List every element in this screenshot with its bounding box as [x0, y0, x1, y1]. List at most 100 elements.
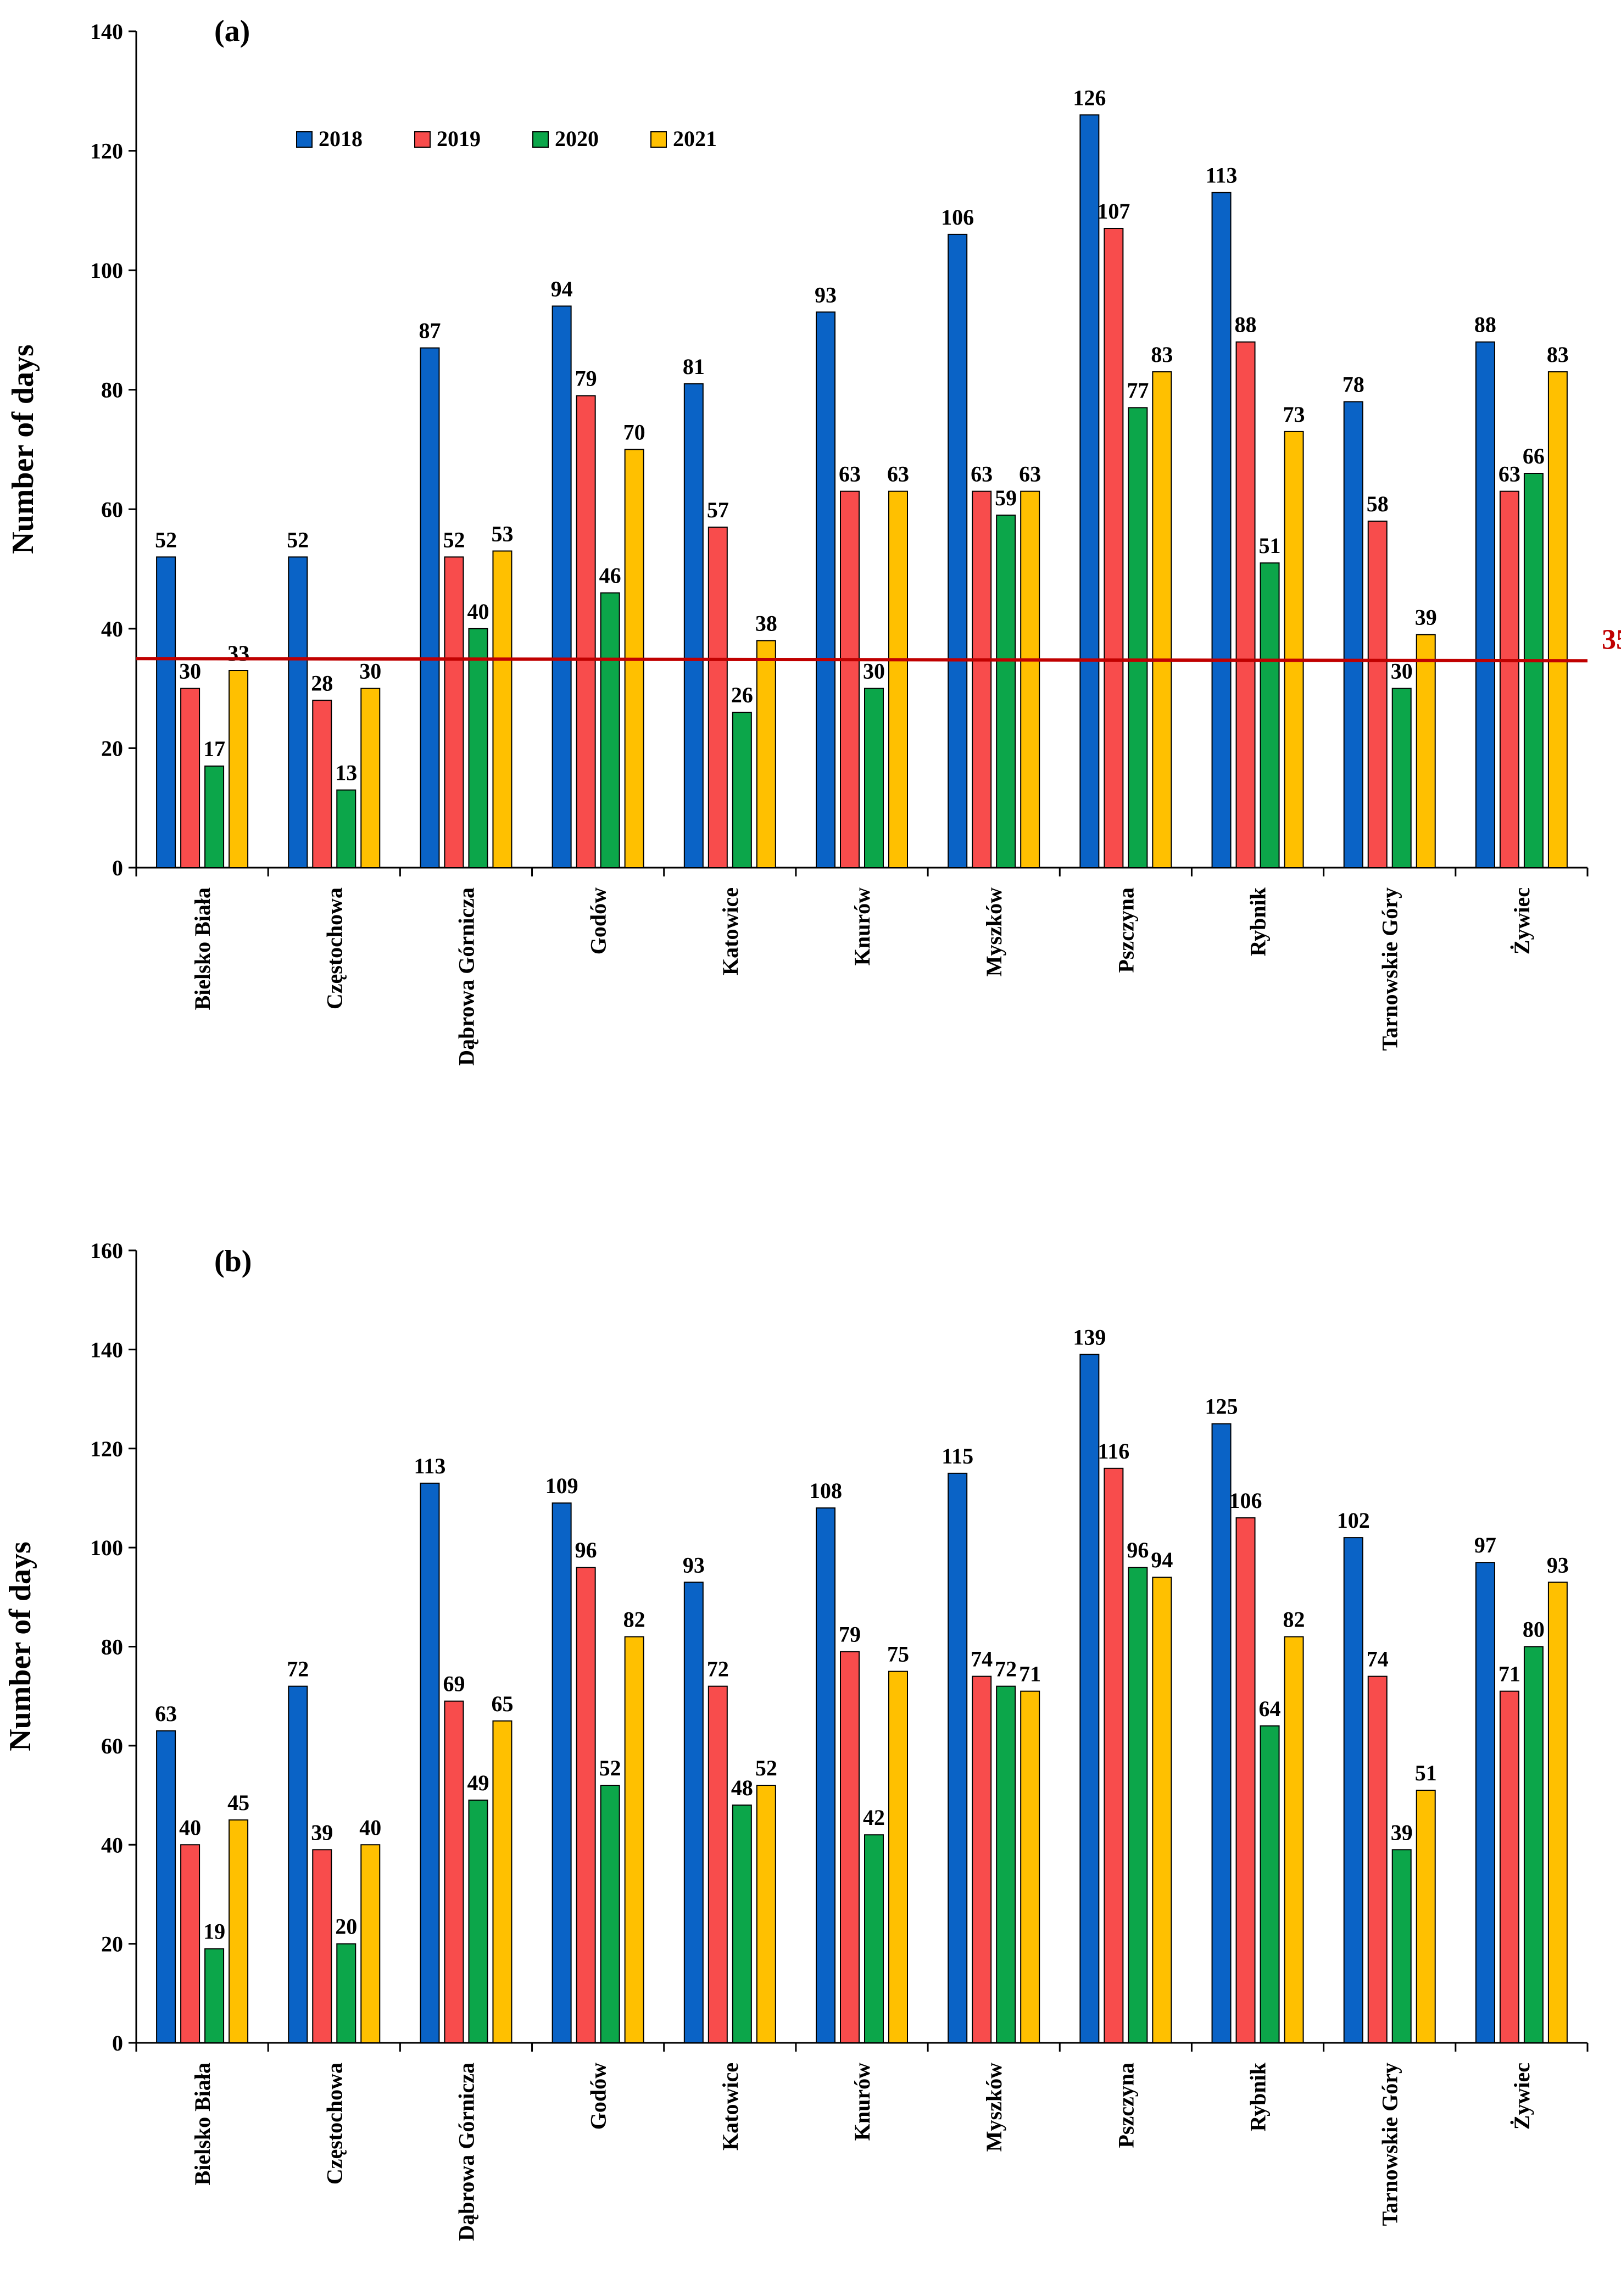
- category-label: Tarnowskie Góry: [1378, 887, 1402, 1051]
- y-tick-label: 140: [90, 1337, 123, 1362]
- category-label: Knurów: [850, 2063, 874, 2141]
- data-label: 39: [1391, 1820, 1413, 1845]
- bar-2018: [1079, 1354, 1100, 2043]
- bar-2018: [816, 311, 835, 868]
- data-label: 75: [887, 1642, 909, 1667]
- category-label: Rybnik: [1246, 887, 1271, 956]
- bar-2020: [996, 515, 1016, 868]
- data-label: 13: [335, 761, 357, 785]
- data-label: 87: [419, 319, 441, 343]
- data-label: 82: [1283, 1607, 1305, 1632]
- data-label: 108: [809, 1478, 842, 1503]
- data-label: 93: [1547, 1552, 1569, 1577]
- bar-2018: [1343, 1537, 1363, 2043]
- data-label: 45: [227, 1790, 249, 1815]
- data-label: 63: [887, 462, 909, 487]
- data-label: 94: [551, 276, 573, 301]
- category-label: Częstochowa: [322, 887, 347, 1009]
- bar-2018: [420, 1482, 440, 2044]
- reference-line: [136, 657, 1588, 663]
- data-label: 94: [1151, 1548, 1173, 1572]
- data-label: 51: [1415, 1761, 1437, 1785]
- legend-swatch: [650, 131, 667, 148]
- bar-2018: [156, 556, 176, 868]
- bar-2020: [1391, 688, 1412, 868]
- legend-label: 2019: [437, 126, 481, 151]
- bar-2019: [972, 1675, 992, 2044]
- bar-2018: [552, 305, 572, 868]
- data-label: 71: [1019, 1662, 1041, 1686]
- bar-2021: [756, 1785, 776, 2043]
- y-tick-label: 20: [101, 1932, 123, 1957]
- bar-2018: [1079, 114, 1100, 868]
- bar-2021: [756, 640, 776, 868]
- category-label: Godów: [586, 887, 611, 954]
- category-label: Bielsko Biała: [190, 2063, 215, 2185]
- data-label: 46: [599, 563, 621, 588]
- data-label: 77: [1127, 378, 1149, 403]
- panel-label: (b): [214, 1244, 252, 1278]
- data-label: 82: [623, 1607, 645, 1632]
- bar-2020: [336, 1943, 356, 2043]
- bar-2020: [864, 688, 884, 868]
- bar-2020: [468, 1800, 488, 2044]
- data-label: 81: [683, 354, 705, 379]
- y-tick-label: 120: [90, 1437, 123, 1461]
- bar-2018: [683, 1582, 704, 2044]
- category-label: Godów: [586, 2063, 611, 2130]
- data-label: 97: [1474, 1533, 1496, 1557]
- data-label: 52: [755, 1756, 777, 1780]
- data-label: 113: [1206, 163, 1238, 188]
- data-label: 78: [1343, 372, 1364, 396]
- data-label: 74: [971, 1647, 993, 1672]
- data-label: 106: [941, 205, 974, 230]
- category-label: Bielsko Biała: [190, 887, 215, 1010]
- bar-2020: [732, 712, 752, 868]
- bar-2021: [360, 1844, 381, 2043]
- bar-2020: [732, 1805, 752, 2044]
- bar-2019: [708, 526, 728, 868]
- data-label: 30: [1391, 659, 1413, 684]
- bar-2021: [229, 1819, 249, 2043]
- bar-2018: [288, 1685, 308, 2043]
- data-label: 57: [707, 498, 729, 522]
- y-tick-label: 100: [90, 258, 123, 283]
- bar-2018: [1343, 401, 1363, 868]
- data-label: 52: [599, 1756, 621, 1780]
- bar-2020: [204, 766, 225, 869]
- bar-2019: [1499, 490, 1519, 868]
- bar-2018: [1475, 1562, 1495, 2043]
- bar-2018: [683, 383, 704, 868]
- bar-2019: [972, 490, 992, 868]
- data-label: 40: [467, 599, 489, 624]
- data-label: 71: [1499, 1662, 1520, 1686]
- bar-2018: [288, 556, 308, 868]
- data-label: 17: [203, 736, 225, 761]
- legend-swatch: [532, 131, 549, 148]
- legend-swatch: [414, 131, 431, 148]
- y-tick-label: 60: [101, 1734, 123, 1758]
- bar-2019: [180, 1844, 200, 2043]
- bar-2020: [600, 1785, 620, 2043]
- bar-2021: [1020, 1690, 1040, 2043]
- data-label: 73: [1283, 402, 1305, 427]
- y-tick-label: 140: [90, 19, 123, 44]
- data-label: 19: [203, 1919, 225, 1944]
- data-label: 88: [1235, 312, 1257, 337]
- data-label: 63: [1499, 462, 1520, 487]
- legend-label: 2020: [555, 126, 599, 151]
- bar-2019: [1104, 1467, 1124, 2043]
- data-label: 69: [443, 1672, 465, 1696]
- bar-2018: [156, 1730, 176, 2044]
- bar-2018: [948, 233, 968, 868]
- data-label: 48: [731, 1775, 753, 1800]
- bar-2019: [444, 556, 464, 868]
- bar-2018: [552, 1502, 572, 2044]
- data-label: 42: [863, 1805, 885, 1830]
- category-label: Dąbrowa Górnicza: [454, 887, 478, 1066]
- category-label: Tarnowskie Góry: [1378, 2063, 1402, 2226]
- data-label: 30: [179, 659, 201, 684]
- data-label: 30: [863, 659, 885, 684]
- bar-2019: [1367, 521, 1388, 868]
